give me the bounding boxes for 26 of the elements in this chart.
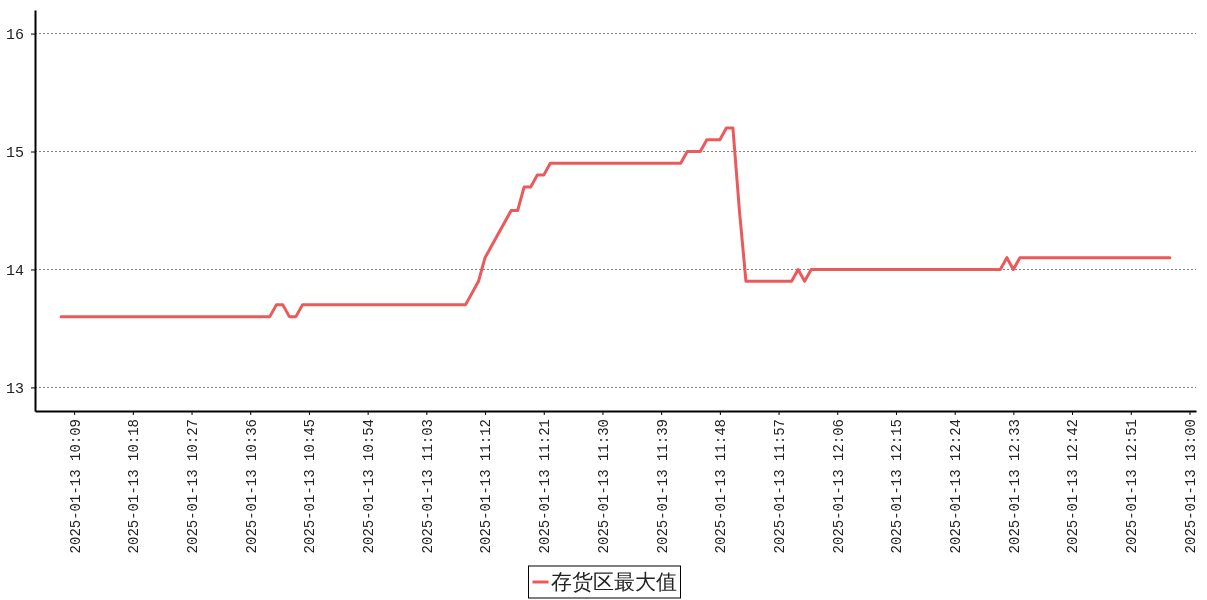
- x-tick-label: 2025-01-13 12:06: [830, 419, 847, 554]
- x-tick-label: 2025-01-13 11:39: [654, 419, 671, 554]
- x-tick-label: 2025-01-13 12:51: [1124, 419, 1141, 554]
- x-tick-label: 2025-01-13 12:42: [1065, 419, 1082, 554]
- x-tick-label: 2025-01-13 11:03: [419, 419, 436, 554]
- x-tick-label: 2025-01-13 12:24: [948, 419, 965, 554]
- x-tick-label: 2025-01-13 11:12: [478, 419, 495, 554]
- x-tick-label: 2025-01-13 10:18: [126, 419, 143, 554]
- x-tick-label: 2025-01-13 10:54: [361, 419, 378, 554]
- x-tick-label: 2025-01-13 10:45: [302, 419, 319, 554]
- x-tick-label: 2025-01-13 11:48: [713, 419, 730, 554]
- x-tick-label: 2025-01-13 11:21: [537, 419, 554, 554]
- x-tick-label: 2025-01-13 11:57: [771, 419, 788, 554]
- y-tick-label: 15: [5, 144, 24, 162]
- legend-label: 存货区最大值: [550, 570, 677, 595]
- y-tick-label: 14: [5, 262, 24, 280]
- x-tick-label: 2025-01-13 10:09: [67, 419, 84, 554]
- x-tick-label: 2025-01-13 10:36: [243, 419, 260, 554]
- y-tick-label: 16: [5, 26, 24, 44]
- x-tick-label: 2025-01-13 13:00: [1182, 419, 1199, 554]
- line-series: [59, 126, 1172, 319]
- x-tick-label: 2025-01-13 11:30: [595, 419, 612, 554]
- x-tick-label: 2025-01-13 12:33: [1006, 419, 1023, 554]
- x-tick-label: 2025-01-13 10:27: [184, 419, 201, 554]
- y-tick-label: 13: [5, 380, 24, 398]
- x-tick-label: 2025-01-13 12:15: [889, 419, 906, 554]
